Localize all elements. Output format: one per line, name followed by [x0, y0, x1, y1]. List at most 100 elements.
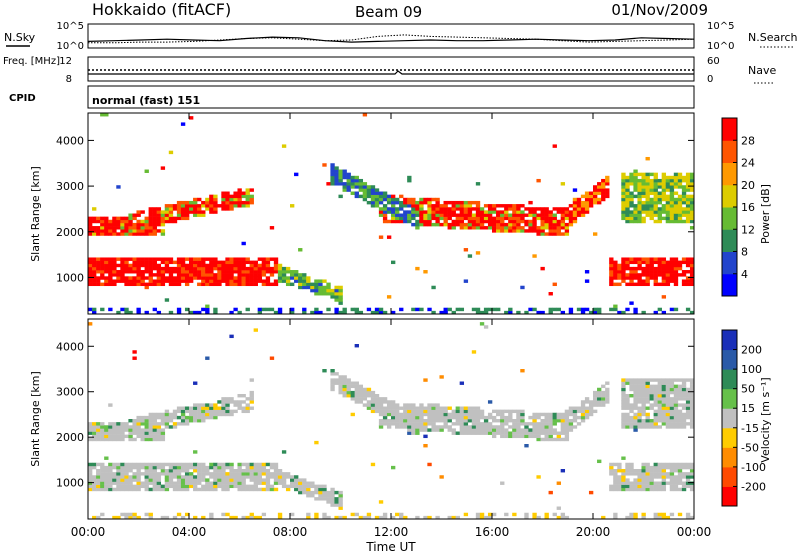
heatmap-cell	[689, 310, 695, 315]
heatmap-cell	[265, 266, 271, 271]
heatmap-cell	[176, 200, 182, 205]
heatmap-cell	[689, 415, 695, 420]
heatmap-cell	[290, 204, 295, 208]
heatmap-cell	[201, 276, 206, 280]
heatmap-cell	[96, 478, 101, 482]
heatmap-cell	[184, 512, 190, 517]
heatmap-cell	[685, 478, 691, 482]
heatmap-cell	[148, 465, 153, 470]
heatmap-cell	[415, 219, 420, 224]
heatmap-cell	[459, 419, 465, 423]
heatmap-cell	[144, 285, 149, 290]
heatmap-cell	[330, 288, 335, 293]
heatmap-cell	[140, 437, 145, 442]
heatmap-cell	[492, 428, 497, 432]
heatmap-cell	[358, 387, 364, 392]
heatmap-cell	[568, 412, 574, 417]
heatmap-cell	[193, 276, 198, 280]
heatmap-cell	[112, 481, 117, 485]
heatmap-cell	[322, 497, 327, 501]
heatmap-cell	[205, 409, 210, 414]
heatmap-cell	[479, 415, 485, 420]
heatmap-cell	[479, 310, 485, 315]
heatmap-cell	[621, 456, 626, 460]
heatmap-cell	[516, 409, 521, 414]
heatmap-cell	[427, 307, 432, 312]
heatmap-cell	[431, 415, 436, 420]
heatmap-cell	[447, 412, 452, 417]
heatmap-cell	[160, 422, 166, 426]
heatmap-cell	[673, 213, 679, 217]
heatmap-cell	[306, 276, 311, 280]
heatmap-cell	[641, 266, 646, 271]
heatmap-cell	[544, 207, 549, 211]
heatmap-cell	[681, 397, 687, 401]
power-heatmap	[88, 113, 695, 315]
heatmap-cell	[653, 270, 658, 274]
heatmap-cell	[629, 279, 634, 283]
heatmap-cell	[665, 207, 671, 211]
heatmap-cell	[455, 415, 460, 420]
heatmap-cell	[350, 412, 355, 417]
heatmap-cell	[382, 207, 388, 211]
heatmap-cell	[669, 419, 675, 423]
heatmap-cell	[685, 219, 691, 224]
heatmap-cell	[180, 406, 186, 410]
heatmap-cell	[176, 270, 182, 274]
heatmap-cell	[677, 403, 683, 407]
heatmap-cell	[366, 406, 372, 410]
heatmap-cell	[649, 213, 654, 217]
heatmap-cell	[463, 216, 469, 221]
heatmap-cell	[290, 282, 295, 287]
heatmap-cell	[512, 428, 517, 432]
heatmap-cell	[459, 422, 465, 426]
heatmap-cell	[544, 222, 549, 227]
heatmap-cell	[237, 188, 242, 192]
heatmap-cell	[475, 210, 481, 214]
heatmap-cell	[637, 475, 642, 479]
heatmap-cell	[205, 200, 210, 205]
heatmap-cell	[233, 469, 238, 473]
heatmap-cell	[136, 210, 141, 214]
heatmap-cell	[536, 232, 541, 236]
heatmap-cell	[471, 207, 477, 211]
heatmap-cell	[637, 194, 642, 199]
heatmap-cell	[100, 437, 105, 442]
heatmap-cell	[354, 175, 359, 180]
heatmap-cell	[172, 484, 178, 489]
heatmap-cell	[148, 431, 153, 435]
heatmap-cell	[431, 207, 436, 211]
heatmap-cell	[548, 431, 553, 435]
heatmap-cell	[621, 210, 626, 214]
heatmap-cell	[629, 422, 634, 426]
heatmap-cell	[681, 194, 687, 199]
heatmap-cell	[621, 478, 626, 482]
colorbar-swatch	[722, 447, 737, 468]
heatmap-cell	[140, 282, 145, 287]
heatmap-cell	[496, 229, 501, 233]
heatmap-cell	[633, 204, 638, 208]
heatmap-cell	[597, 307, 602, 312]
heatmap-cell	[112, 226, 117, 230]
heatmap-cell	[330, 182, 335, 186]
heatmap-cell	[318, 282, 323, 287]
heatmap-cell	[669, 279, 675, 283]
heatmap-cell	[245, 397, 250, 401]
heatmap-cell	[633, 484, 638, 489]
heatmap-cell	[221, 403, 226, 407]
heatmap-cell	[637, 387, 642, 392]
heatmap-cell	[184, 465, 190, 470]
heatmap-cell	[221, 200, 226, 205]
heatmap-cell	[168, 270, 174, 274]
heatmap-cell	[685, 279, 691, 283]
heatmap-cell	[92, 219, 97, 224]
heatmap-cell	[245, 279, 250, 283]
heatmap-cell	[677, 378, 683, 382]
velocity-colorbar-label: Velocity [m s⁻¹]	[759, 377, 772, 462]
heatmap-cell	[96, 462, 101, 467]
heatmap-cell	[180, 213, 186, 217]
heatmap-cell	[496, 210, 501, 214]
heatmap-cell	[415, 307, 420, 312]
heatmap-cell	[120, 270, 125, 274]
